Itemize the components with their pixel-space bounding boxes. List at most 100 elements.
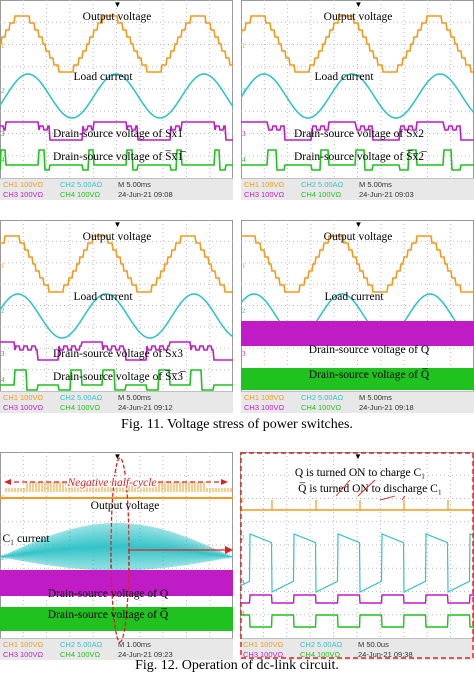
status-text: 24-Jun-21 09:03: [359, 190, 414, 199]
status-text: 24-Jun-21 09:23: [118, 650, 173, 659]
status-text: 24-Jun-21 09:38: [358, 650, 413, 659]
channel-marker: 4: [1, 156, 5, 164]
status-text: CH3: [3, 190, 18, 199]
status-text: 100VΩ: [77, 403, 101, 412]
status-text: CH3: [3, 403, 18, 412]
trigger-mark: ▼: [354, 452, 362, 461]
status-text: CH1: [3, 393, 18, 402]
channel-marker: 3: [242, 350, 246, 358]
waveform: [240, 594, 474, 604]
status-text: CH2: [60, 640, 75, 649]
status-text: CH2: [301, 180, 316, 189]
status-text: CH1: [3, 640, 18, 649]
status-text: CH1: [244, 180, 259, 189]
channel-marker: 4: [242, 156, 246, 164]
waveform: [241, 73, 474, 119]
dense-pwm: [0, 607, 233, 631]
status-text: CH4: [301, 403, 316, 412]
status-text: M 50.0us: [358, 640, 389, 649]
status-text: CH4: [300, 650, 315, 659]
status-text: M 1.00ms: [118, 640, 151, 649]
waveform: [241, 149, 474, 171]
status-text: 24-Jun-21 09:08: [118, 190, 173, 199]
waveform-label: C₁ current: [2, 533, 50, 545]
callout-arrows: [335, 479, 406, 501]
status-text: 5.00AΩ: [317, 640, 343, 649]
status-text: CH4: [301, 190, 316, 199]
status-text: 5.00AΩ: [77, 640, 103, 649]
status-text: 100VΩ: [261, 190, 285, 199]
waveform-label: Output voltage: [83, 11, 152, 23]
waveform-label: Q is turned ON to charge C₁: [295, 467, 425, 479]
status-text: CH3: [244, 190, 259, 199]
status-text: 100VΩ: [20, 393, 44, 402]
trigger-mark: ▼: [355, 220, 363, 229]
waveform-label: Drain-source voltage of S̅x̅1̅: [53, 150, 186, 163]
status-text: 100VΩ: [317, 650, 341, 659]
waveform-label: Drain-source voltage of S̅x̅2̅: [294, 150, 427, 163]
waveform-label: Drain-source voltage of Sx1: [53, 128, 183, 140]
dense-pwm: [241, 321, 474, 346]
waveform: [0, 15, 233, 73]
waveform-label: Q̅ is turned ON to discharge C₁: [298, 482, 442, 495]
figure-caption: Fig. 12. Operation of dc-link circuit.: [135, 658, 339, 673]
status-text: CH3: [244, 403, 259, 412]
trigger-mark: ▼: [355, 0, 363, 9]
waveform-label: Drain-source voltage of S̅x̅3̅: [53, 370, 186, 383]
zoom-border: [240, 452, 474, 659]
status-text: M 5.00ms: [118, 180, 151, 189]
waveform-label: Drain-source voltage of Q̅: [48, 608, 169, 621]
waveform-label: Drain-source voltage of Q: [48, 588, 169, 600]
waveform-label: Drain-source voltage of Sx3: [53, 348, 183, 360]
channel-marker: 3: [1, 350, 5, 358]
status-text: CH2: [300, 640, 315, 649]
figure-caption: Fig. 11. Voltage stress of power switche…: [121, 417, 353, 432]
channel-marker: 2: [242, 87, 246, 95]
status-text: 100VΩ: [20, 180, 44, 189]
status-text: M 5.00ms: [118, 393, 151, 402]
status-text: 5.00AΩ: [318, 393, 344, 402]
waveform-label: Load current: [73, 71, 133, 83]
waveform: [0, 73, 233, 119]
status-text: CH3: [3, 650, 18, 659]
status-text: 100VΩ: [77, 190, 101, 199]
dense-pwm: [241, 368, 474, 390]
status-text: 100VΩ: [318, 190, 342, 199]
status-text: 100VΩ: [261, 180, 285, 189]
waveform-label: Output voltage: [324, 11, 393, 23]
channel-marker: 1: [242, 42, 246, 50]
arrow-head: [225, 546, 233, 554]
status-text: 100VΩ: [260, 650, 284, 659]
trigger-mark: ▼: [114, 452, 122, 461]
dense-pwm: [0, 570, 233, 596]
status-text: 5.00AΩ: [77, 180, 103, 189]
waveform-label: Output voltage: [324, 231, 393, 243]
status-bar: [0, 638, 233, 660]
waveform: [0, 522, 233, 571]
status-text: CH2: [60, 393, 75, 402]
waveform-label: Drain-source voltage of Q̅: [309, 368, 430, 381]
waveform-label: Drain-source voltage of Sx2: [294, 128, 424, 140]
status-text: 100VΩ: [20, 640, 44, 649]
status-text: 100VΩ: [261, 393, 285, 402]
channel-marker: 2: [1, 87, 5, 95]
status-bar: [240, 638, 474, 660]
waveform: [241, 121, 474, 141]
channel-marker: 1: [1, 262, 5, 270]
status-text: 100VΩ: [20, 650, 44, 659]
trigger-mark: ▼: [114, 220, 122, 229]
channel-marker: 1: [1, 42, 5, 50]
waveform-label: Load current: [314, 71, 374, 83]
waveform: [0, 121, 233, 141]
channel-marker: 2: [242, 307, 246, 315]
waveform: [0, 149, 233, 171]
waveform-label: Output voltage: [91, 500, 160, 512]
waveform-label: Drain-source voltage of Q: [309, 344, 430, 356]
waveform: [241, 235, 474, 293]
status-text: 5.00AΩ: [318, 180, 344, 189]
